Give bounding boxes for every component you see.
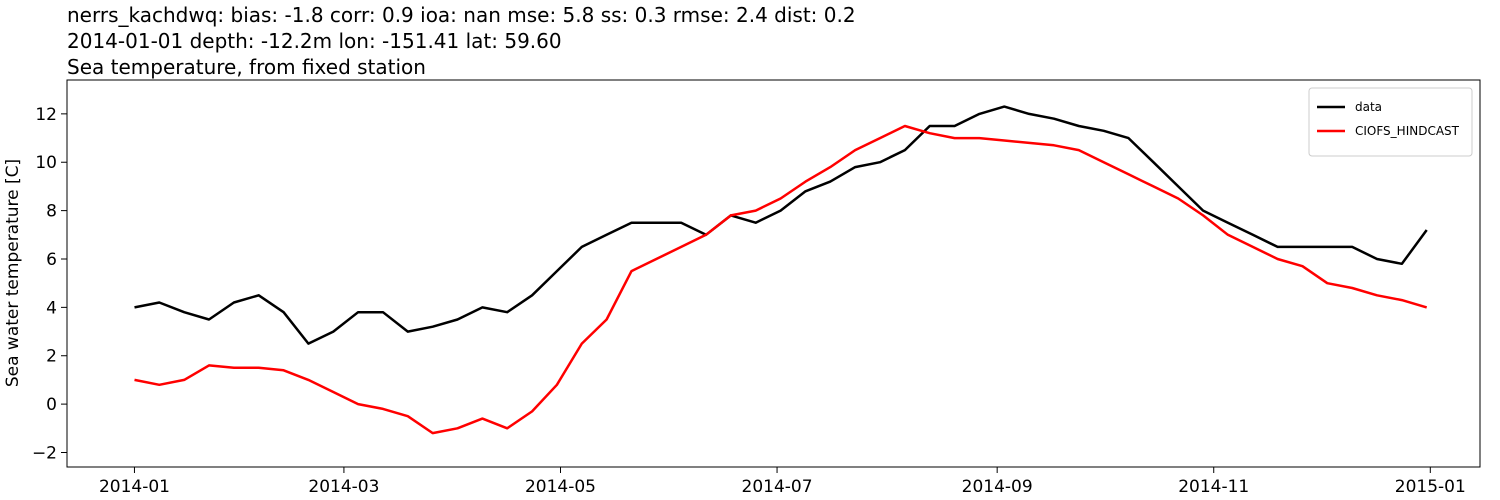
y-tick-label: 10	[35, 153, 57, 173]
y-tick-label: 12	[35, 105, 57, 125]
y-tick-label: 8	[46, 202, 57, 222]
x-tick-label: 2014-09	[962, 477, 1033, 497]
x-tick-label: 2014-07	[742, 477, 813, 497]
y-axis-label: Sea water temperature [C]	[3, 159, 23, 387]
line	[134, 124, 1428, 435]
y-tick-label: 4	[46, 298, 57, 318]
x-tick-label: 2014-11	[1178, 477, 1249, 497]
y-tick-label: −2	[32, 443, 57, 463]
y-tick-label: 0	[46, 395, 57, 415]
legend-label: CIOFS_HINDCAST	[1355, 124, 1460, 138]
y-tick-label: 6	[46, 250, 57, 270]
chart-title: nerrs_kachdwq: bias: -1.8 corr: 0.9 ioa:…	[67, 3, 856, 27]
legend-box	[1308, 87, 1473, 157]
y-tick-label: 2	[46, 347, 57, 367]
x-tick-label: 2014-03	[308, 477, 379, 497]
chart-subtitle: 2014-01-01 depth: -12.2m lon: -151.41 la…	[67, 29, 562, 53]
x-tick-label: 2014-05	[525, 477, 596, 497]
plot-frame	[66, 79, 1481, 468]
line	[134, 105, 1428, 345]
x-tick-label: 2015-01	[1395, 477, 1466, 497]
chart-subtitle: Sea temperature, from fixed station	[67, 55, 426, 79]
x-tick-label: 2014-01	[99, 477, 170, 497]
legend-label: data	[1355, 100, 1382, 114]
